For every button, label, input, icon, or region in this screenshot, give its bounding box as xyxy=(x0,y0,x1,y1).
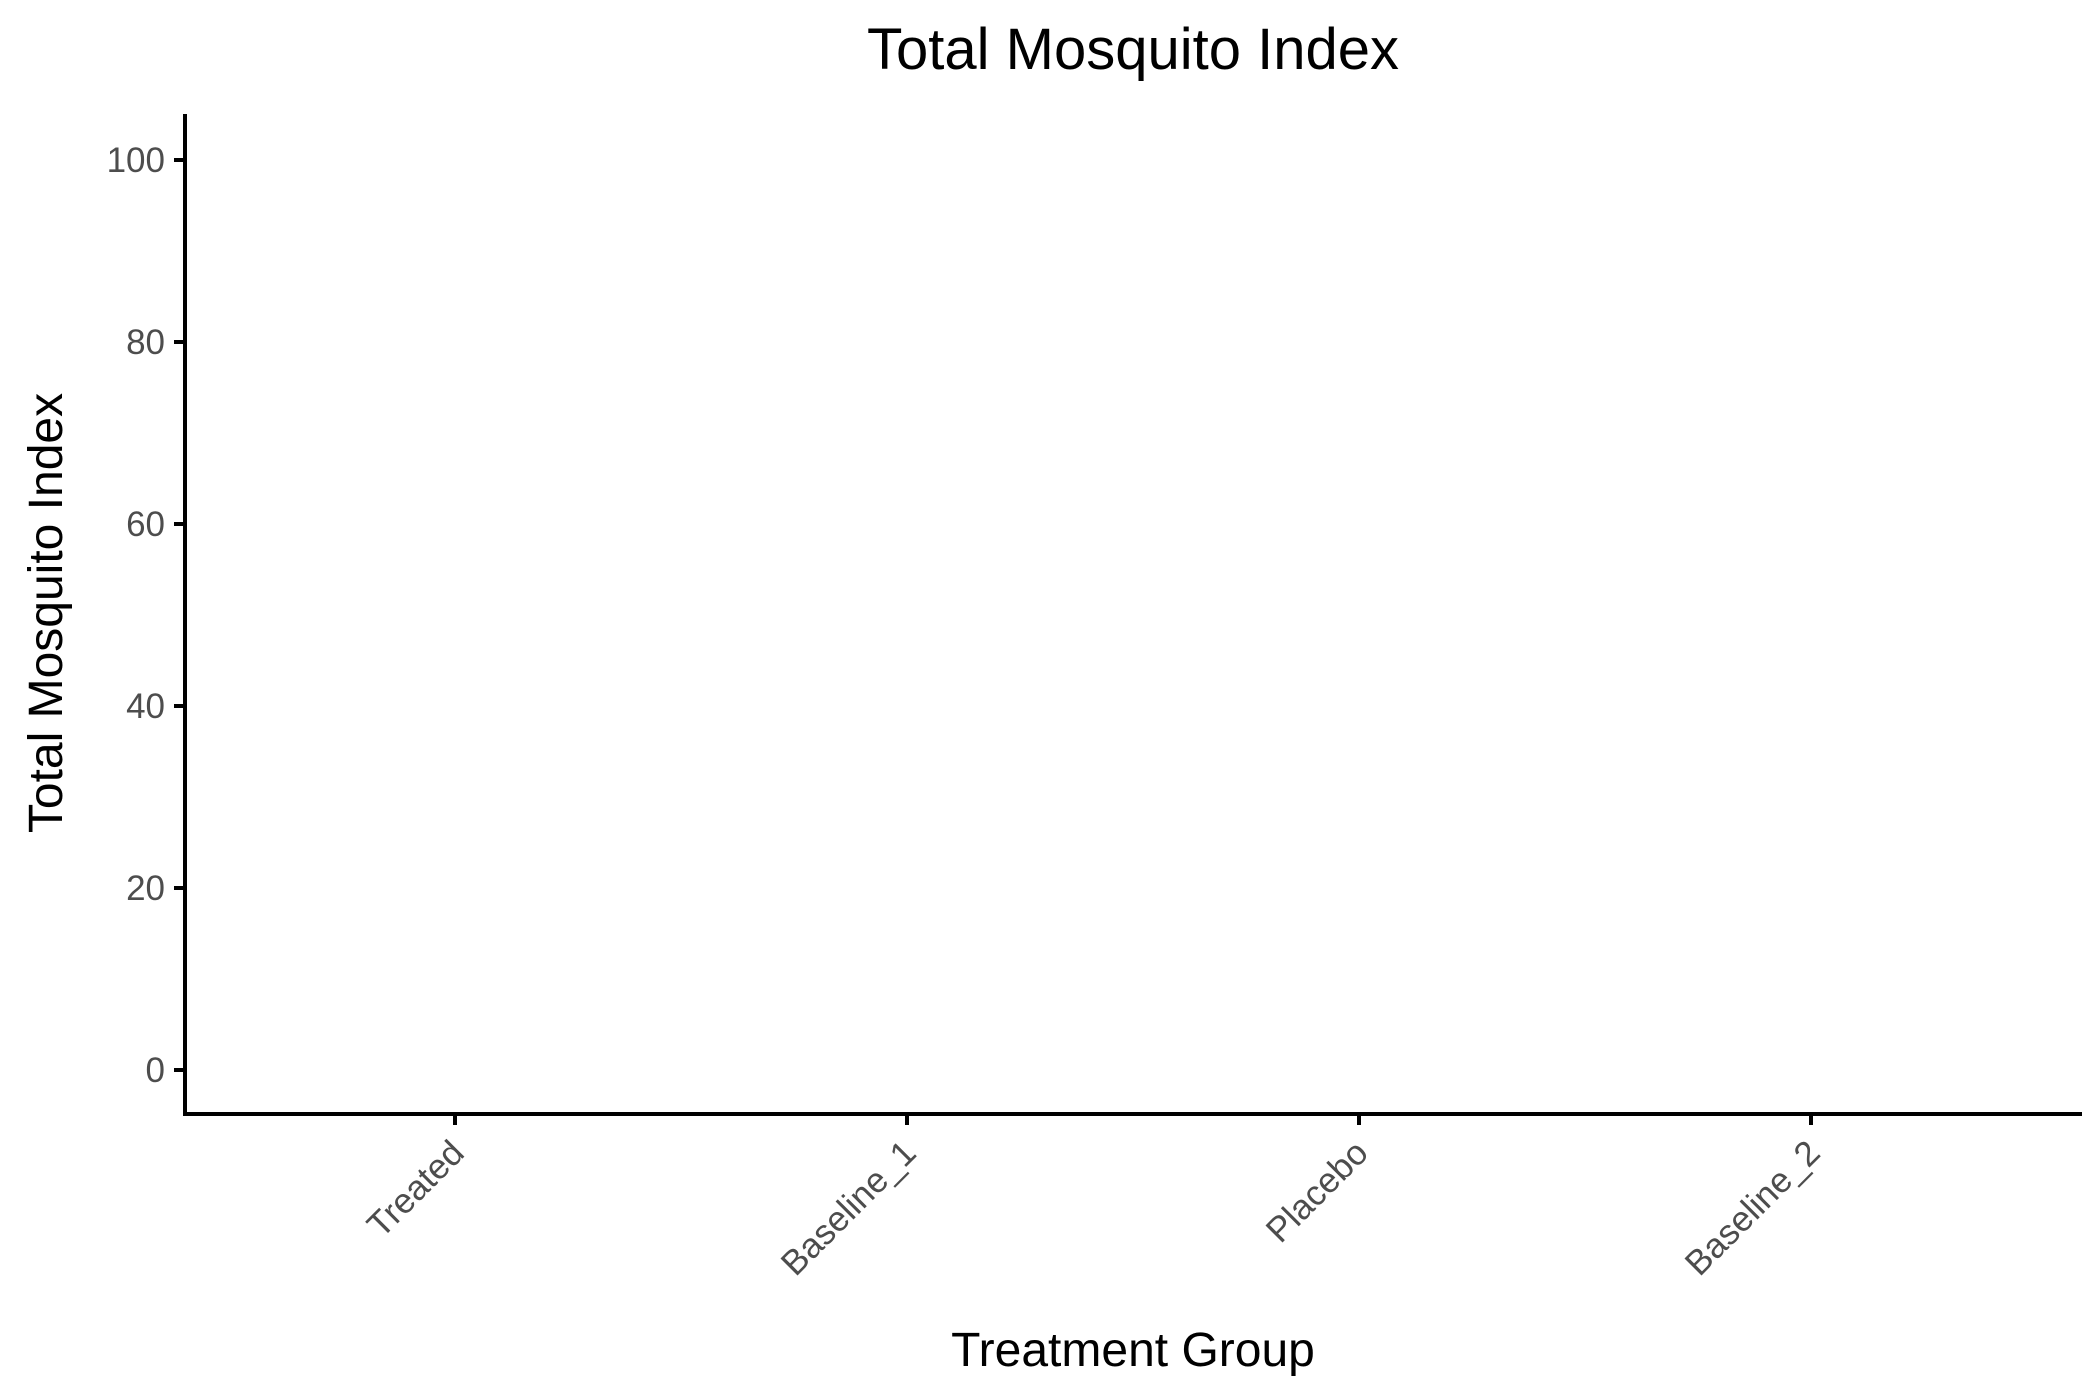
y-tick-label: 60 xyxy=(126,505,165,544)
x-axis-title: Treatment Group xyxy=(951,1324,1315,1377)
y-axis-ticks: 0 20 40 60 80 100 xyxy=(107,141,185,1090)
y-tick-label: 40 xyxy=(126,687,165,726)
y-tick-label: 100 xyxy=(107,141,165,180)
chart-title: Total Mosquito Index xyxy=(867,17,1399,82)
y-tick-label: 20 xyxy=(126,869,165,908)
y-axis-title: Total Mosquito Index xyxy=(20,393,73,833)
y-tick-label: 0 xyxy=(146,1051,165,1090)
y-tick-label: 80 xyxy=(126,323,165,362)
